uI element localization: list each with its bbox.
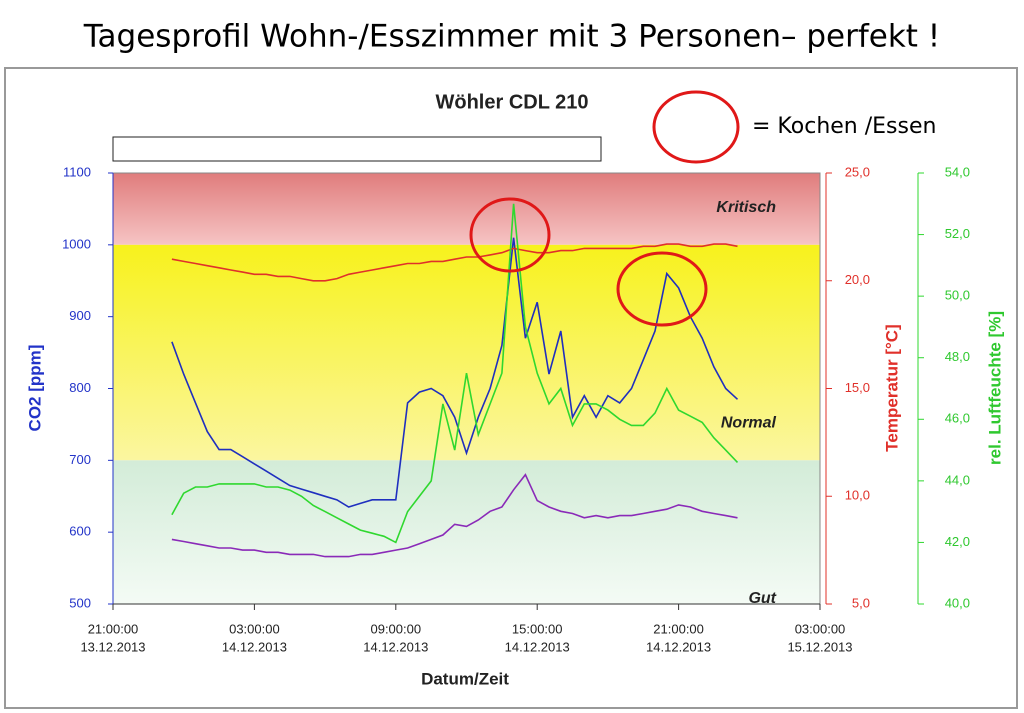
x-tick-label: 03:00:00	[795, 621, 846, 636]
chart-title: Wöhler CDL 210	[436, 91, 589, 113]
y2-tick-label: 25,0	[845, 164, 870, 179]
x-tick-label: 15.12.2013	[787, 639, 852, 654]
y3-tick-label: 44,0	[945, 472, 970, 487]
band	[113, 460, 820, 604]
annotation-circle-key	[652, 90, 740, 164]
band	[113, 244, 820, 461]
y3-tick-label: 40,0	[945, 595, 970, 610]
x-tick-label: 13.12.2013	[80, 639, 145, 654]
y-tick-label: 900	[69, 308, 91, 323]
annotation-circle	[469, 197, 551, 273]
series-line	[171, 473, 738, 558]
legend-box	[112, 136, 602, 162]
y3-tick-label: 52,0	[945, 226, 970, 241]
y2-tick-label: 20,0	[845, 272, 870, 287]
band-label: Kritisch	[716, 199, 776, 216]
y3-tick-label: 42,0	[945, 534, 970, 549]
x-tick-label: 14.12.2013	[505, 639, 570, 654]
series-line	[171, 243, 738, 282]
y2-tick-label: 15,0	[845, 380, 870, 395]
y3-axis-label: rel. Luftfeuchte [%]	[985, 311, 1004, 465]
series-line	[171, 203, 739, 544]
x-tick-label: 21:00:00	[653, 621, 704, 636]
slide-title: Tagesprofil Wohn-/Esszimmer mit 3 Person…	[83, 19, 940, 55]
x-tick-label: 21:00:00	[88, 621, 139, 636]
y2-tick-label: 5,0	[852, 595, 870, 610]
y3-tick-label: 54,0	[945, 164, 970, 179]
y-axis-label: CO2 [ppm]	[25, 345, 44, 432]
y-tick-label: 1000	[62, 236, 91, 251]
y-tick-label: 700	[69, 452, 91, 467]
x-tick-label: 14.12.2013	[363, 639, 428, 654]
y3-tick-label: 50,0	[945, 288, 970, 303]
y2-axis-label: Temperatur [°C]	[882, 324, 901, 451]
y3-tick-label: 46,0	[945, 411, 970, 426]
x-tick-label: 09:00:00	[370, 621, 421, 636]
x-tick-label: 15:00:00	[512, 621, 563, 636]
y3-tick-label: 48,0	[945, 349, 970, 364]
bands: Kritisch Normal Gut	[113, 173, 820, 607]
x-tick-label: 14.12.2013	[222, 639, 287, 654]
series-line	[171, 237, 739, 508]
y-tick-label: 600	[69, 524, 91, 539]
y2-tick-label: 10,0	[845, 488, 870, 503]
x-tick-label: 14.12.2013	[646, 639, 711, 654]
x-axis-label: Datum/Zeit	[421, 669, 509, 688]
y-tick-label: 800	[69, 380, 91, 395]
y-tick-label: 500	[69, 595, 91, 610]
annotation-circle	[616, 251, 708, 327]
x-tick-label: 03:00:00	[229, 621, 280, 636]
band	[113, 173, 820, 245]
y-tick-label: 1100	[63, 164, 91, 179]
band-label: Gut	[748, 590, 776, 607]
annotation-legend: = Kochen /Essen	[752, 114, 936, 139]
band-label: Normal	[721, 415, 777, 432]
